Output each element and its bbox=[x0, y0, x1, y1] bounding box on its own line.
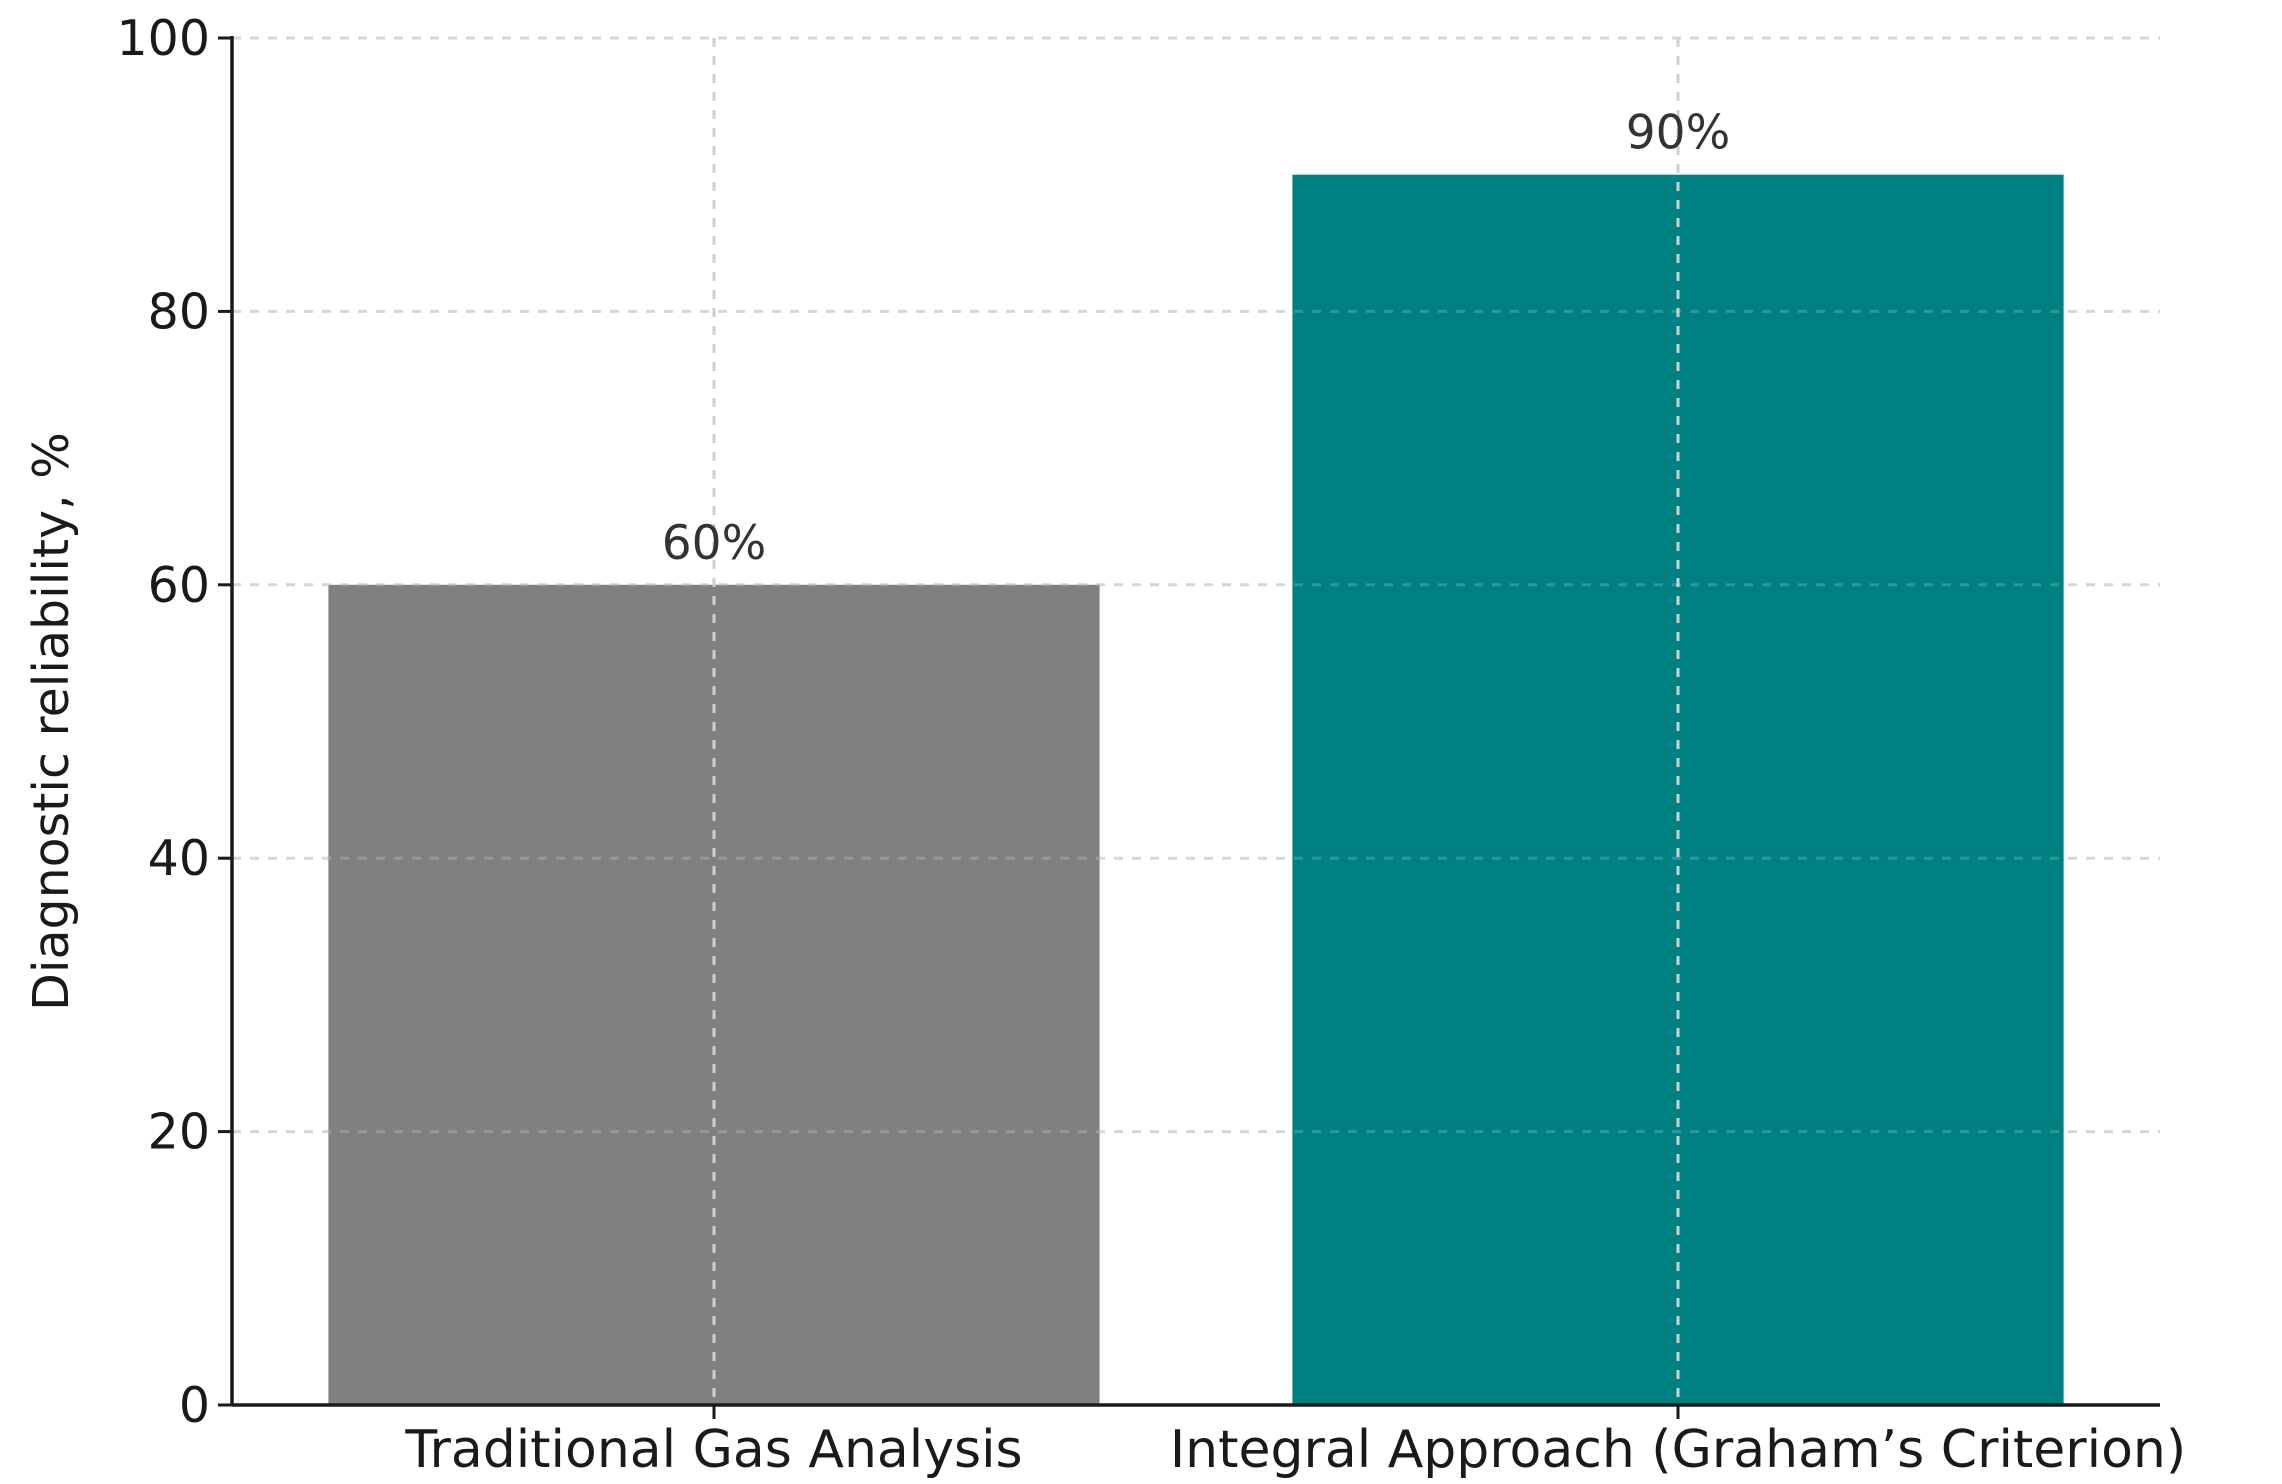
bar bbox=[1292, 174, 2064, 1406]
y-tick-label: 20 bbox=[148, 1104, 210, 1161]
y-tick-label: 100 bbox=[116, 10, 210, 67]
vertical-grid-lines bbox=[232, 36, 2160, 1405]
bars bbox=[328, 174, 2064, 1406]
data-label: 90% bbox=[1626, 106, 1730, 161]
data-label: 60% bbox=[662, 516, 766, 571]
axes bbox=[218, 36, 2160, 1419]
labels: 0 20 40 60 80 100 Traditional Gas Analysis 60% I… bbox=[116, 10, 2186, 1480]
x-tick-label: Traditional Gas Analysis bbox=[404, 1420, 1022, 1480]
y-tick-label: 40 bbox=[148, 830, 210, 887]
y-axis-title: Diagnostic reliability, % bbox=[23, 432, 80, 1011]
y-tick-label: 60 bbox=[148, 557, 210, 614]
y-tick-label: 0 bbox=[179, 1377, 210, 1434]
y-tick-label: 80 bbox=[148, 283, 210, 340]
x-tick-label: Integral Approach (Graham’s Criterion) bbox=[1170, 1420, 2186, 1480]
